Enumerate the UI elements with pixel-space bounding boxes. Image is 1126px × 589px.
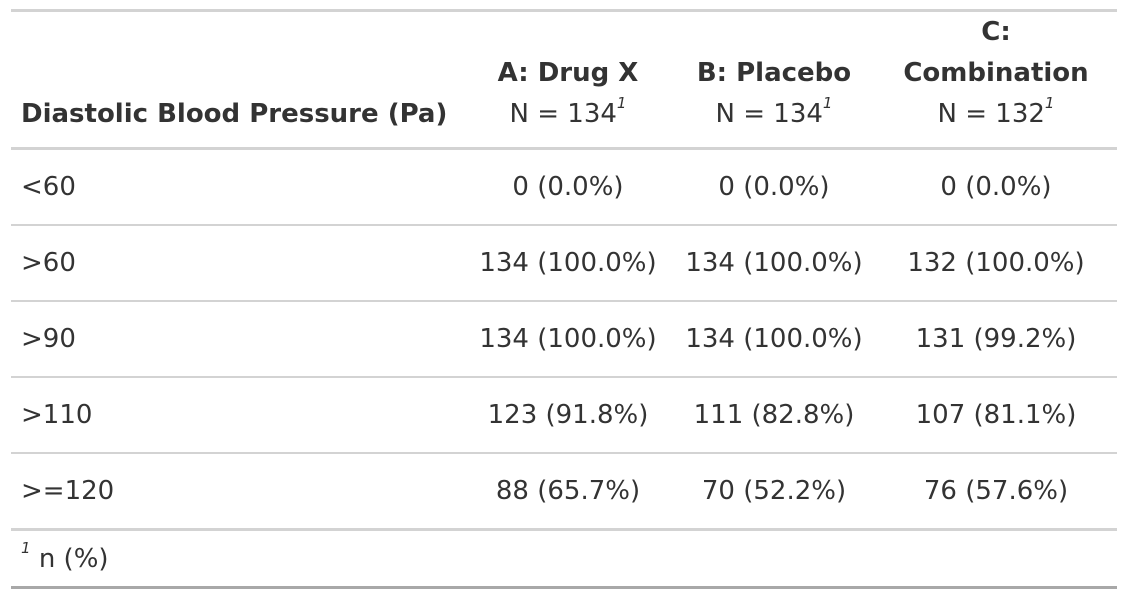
- column-header-drug-x: A: Drug X N = 1341: [463, 9, 673, 150]
- table-cell: 111 (82.8%): [673, 377, 875, 454]
- arm-n-label: N = 132: [937, 99, 1045, 129]
- column-header-placebo: B: Placebo N = 1341: [673, 9, 875, 150]
- table-row: >90 134 (100.0%) 134 (100.0%) 131 (99.2%…: [11, 301, 1117, 378]
- arm-name: C: Combination: [903, 17, 1089, 88]
- arm-count: N = 1321: [885, 94, 1107, 135]
- arm-count: N = 1341: [683, 94, 865, 135]
- row-label: >60: [11, 225, 463, 302]
- row-label: >90: [11, 301, 463, 378]
- table-cell: 88 (65.7%): [463, 453, 673, 531]
- table-cell: 70 (52.2%): [673, 453, 875, 531]
- row-label: <60: [11, 148, 463, 226]
- table-body: <60 0 (0.0%) 0 (0.0%) 0 (0.0%) >60 134 (…: [11, 148, 1117, 531]
- arm-name: A: Drug X: [497, 58, 639, 88]
- table-cell: 107 (81.1%): [875, 377, 1117, 454]
- table-row: <60 0 (0.0%) 0 (0.0%) 0 (0.0%): [11, 148, 1117, 226]
- table-cell: 134 (100.0%): [463, 225, 673, 302]
- table-cell: 123 (91.8%): [463, 377, 673, 454]
- table-cell: 131 (99.2%): [875, 301, 1117, 378]
- table-cell: 132 (100.0%): [875, 225, 1117, 302]
- table-footer: 1 n (%): [11, 529, 1117, 589]
- footnote-marker: 1: [1044, 94, 1055, 112]
- arm-count: N = 1341: [473, 94, 663, 135]
- table-row: >110 123 (91.8%) 111 (82.8%) 107 (81.1%): [11, 377, 1117, 454]
- footnote-row: 1 n (%): [11, 529, 1117, 589]
- arm-name: B: Placebo: [696, 58, 852, 88]
- table-cell: 134 (100.0%): [673, 225, 875, 302]
- summary-table-container: Diastolic Blood Pressure (Pa) A: Drug X …: [11, 9, 1117, 589]
- footnote-marker: 1: [616, 94, 627, 112]
- arm-n-label: N = 134: [509, 99, 617, 129]
- footnote-marker: 1: [822, 94, 833, 112]
- blood-pressure-summary-table: Diastolic Blood Pressure (Pa) A: Drug X …: [11, 9, 1117, 589]
- table-cell: 0 (0.0%): [673, 148, 875, 226]
- table-cell: 76 (57.6%): [875, 453, 1117, 531]
- stub-header: Diastolic Blood Pressure (Pa): [11, 9, 463, 150]
- row-label: >=120: [11, 453, 463, 531]
- table-cell: 134 (100.0%): [463, 301, 673, 378]
- column-header-row: Diastolic Blood Pressure (Pa) A: Drug X …: [11, 9, 1117, 150]
- table-footnote: 1 n (%): [11, 529, 1117, 589]
- column-header-combination: C: Combination N = 1321: [875, 9, 1117, 150]
- table-cell: 0 (0.0%): [875, 148, 1117, 226]
- table-cell: 0 (0.0%): [463, 148, 673, 226]
- table-header: Diastolic Blood Pressure (Pa) A: Drug X …: [11, 9, 1117, 150]
- footnote-marker: 1: [21, 538, 31, 557]
- table-cell: 134 (100.0%): [673, 301, 875, 378]
- arm-n-label: N = 134: [715, 99, 823, 129]
- table-row: >60 134 (100.0%) 134 (100.0%) 132 (100.0…: [11, 225, 1117, 302]
- footnote-text: n (%): [38, 543, 109, 574]
- row-label: >110: [11, 377, 463, 454]
- table-row: >=120 88 (65.7%) 70 (52.2%) 76 (57.6%): [11, 453, 1117, 531]
